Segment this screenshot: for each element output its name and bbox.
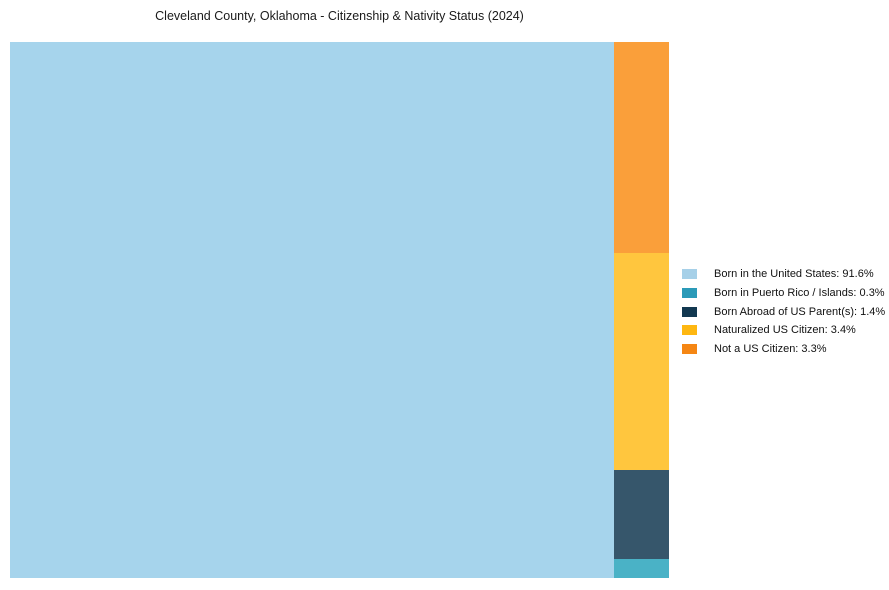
chart-title: Cleveland County, Oklahoma - Citizenship…	[155, 9, 524, 23]
legend-label: Born in Puerto Rico / Islands: 0.3%	[714, 287, 885, 300]
legend-label: Naturalized US Citizen: 3.4%	[714, 324, 856, 337]
legend-label: Born in the United States: 91.6%	[714, 268, 874, 281]
legend-swatch-icon	[682, 269, 697, 280]
legend-item: Born in the United States: 91.6%	[682, 265, 885, 284]
legend-label: Not a US Citizen: 3.3%	[714, 343, 827, 356]
treemap-plot	[10, 42, 669, 578]
treemap-rect-born-in-puerto-rico-islands	[613, 558, 669, 578]
legend-item: Born in Puerto Rico / Islands: 0.3%	[682, 284, 885, 303]
treemap-rect-not-a-us-citizen	[613, 42, 669, 253]
legend-swatch-icon	[682, 306, 697, 317]
legend-swatch-icon	[682, 344, 697, 355]
legend-swatch-icon	[682, 288, 697, 299]
legend-item: Naturalized US Citizen: 3.4%	[682, 321, 885, 340]
legend-label: Born Abroad of US Parent(s): 1.4%	[714, 305, 886, 318]
treemap-rect-born-in-the-united-states	[10, 42, 614, 578]
treemap-rect-born-abroad-of-us-parent-s	[613, 469, 669, 559]
treemap-rect-naturalized-us-citizen	[613, 252, 669, 470]
legend: Born in the United States: 91.6% Born in …	[682, 265, 885, 358]
legend-item: Not a US Citizen: 3.3%	[682, 340, 885, 359]
legend-item: Born Abroad of US Parent(s): 1.4%	[682, 302, 885, 321]
legend-swatch-icon	[682, 325, 697, 336]
